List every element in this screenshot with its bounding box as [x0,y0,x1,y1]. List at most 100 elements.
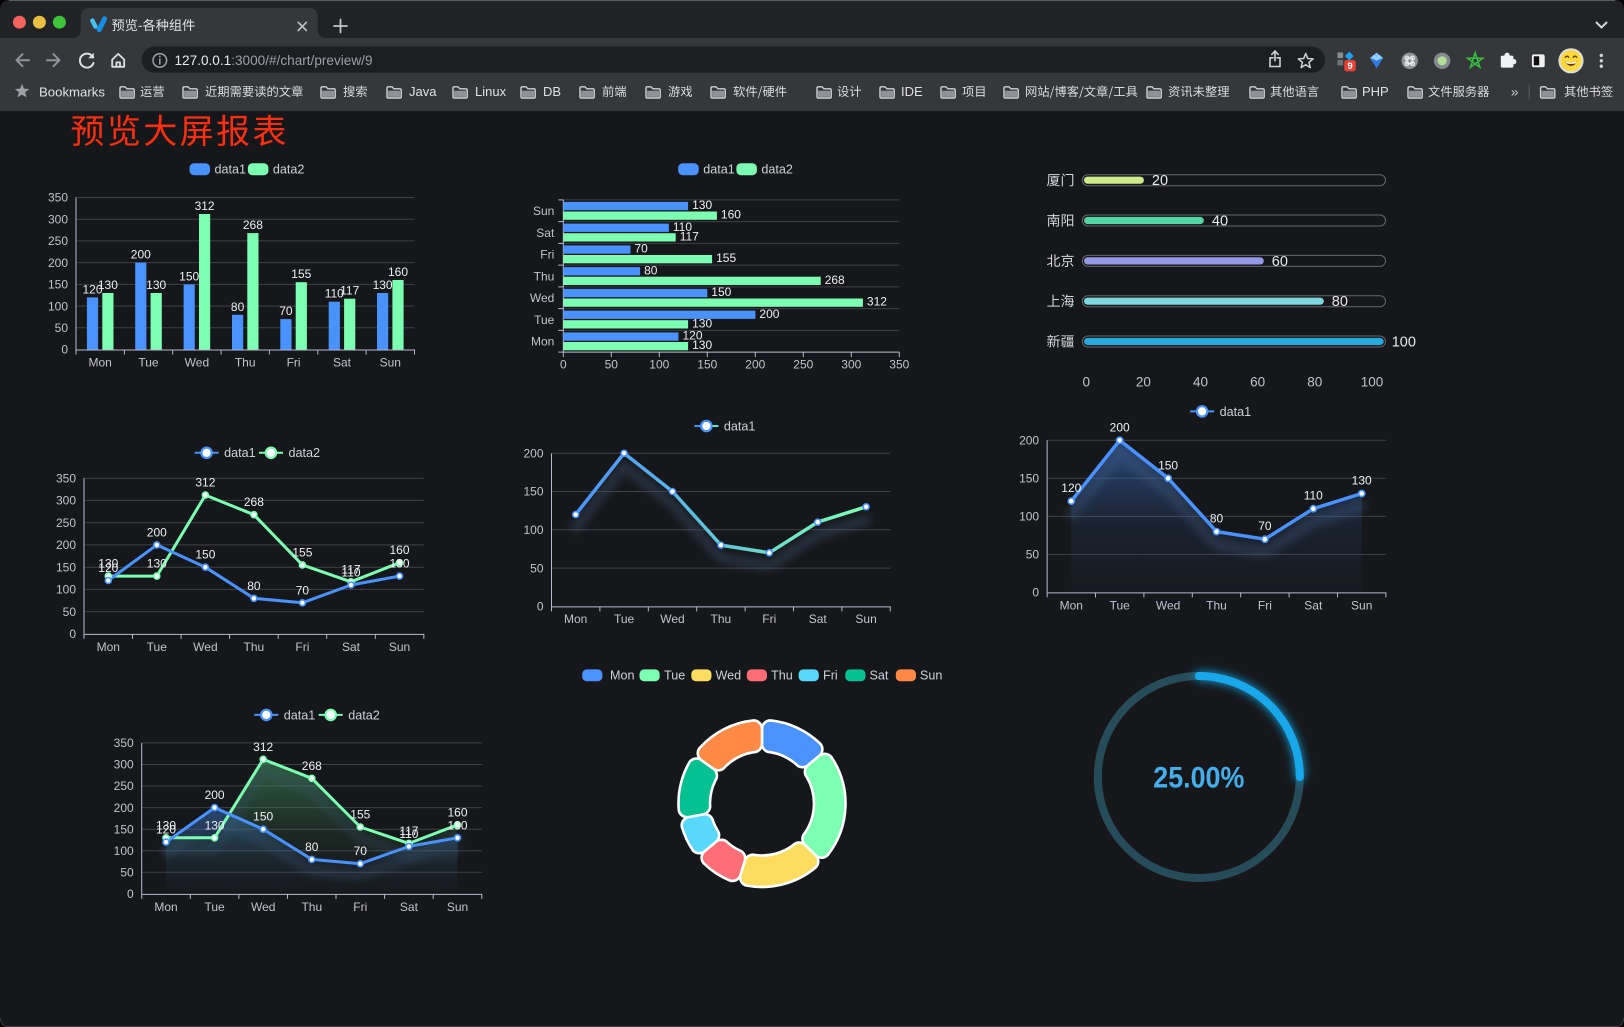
svg-text:Thu: Thu [1206,598,1227,612]
svg-text:300: 300 [114,758,134,772]
svg-text:100: 100 [56,583,76,597]
svg-text:50: 50 [605,357,619,371]
svg-text:70: 70 [296,583,310,597]
svg-text:0: 0 [69,627,76,641]
svg-text:110: 110 [1304,489,1323,503]
svg-text:300: 300 [841,357,861,371]
svg-text:0: 0 [127,887,134,901]
svg-text:DB: DB [543,84,561,99]
svg-text:data2: data2 [761,163,793,177]
svg-text:Sun: Sun [389,640,410,654]
svg-text:100: 100 [1361,375,1384,390]
svg-text:20: 20 [1152,173,1168,189]
svg-text:80: 80 [1210,512,1224,526]
svg-text:130: 130 [98,557,118,571]
svg-text:Tue: Tue [147,640,168,654]
svg-text:110: 110 [399,827,418,841]
svg-text:IDE: IDE [901,84,923,99]
svg-text:200: 200 [1019,434,1039,448]
svg-text:Sun: Sun [1351,598,1372,612]
svg-text:350: 350 [114,736,134,750]
svg-text:80: 80 [644,263,658,277]
svg-text:100: 100 [48,299,68,313]
svg-text:155: 155 [350,808,370,822]
svg-text:Thu: Thu [301,900,322,914]
svg-text:100: 100 [1392,335,1416,351]
svg-text:Mon: Mon [154,900,177,914]
svg-text:120: 120 [82,282,102,296]
svg-text:350: 350 [56,471,76,485]
svg-text:200: 200 [131,248,151,262]
svg-text:data2: data2 [348,708,380,722]
svg-text:200: 200 [1110,420,1130,434]
svg-text:155: 155 [292,545,312,559]
svg-text:Thu: Thu [534,269,555,283]
svg-text:130: 130 [389,557,409,571]
svg-text:data1: data1 [224,446,256,460]
svg-text:data2: data2 [289,446,321,460]
svg-text:312: 312 [195,476,215,490]
svg-text:70: 70 [1258,519,1272,533]
svg-text:»: » [1511,84,1519,100]
svg-text:0: 0 [560,357,567,371]
svg-text:110: 110 [673,220,692,234]
svg-text:100: 100 [1019,510,1039,524]
svg-text:268: 268 [825,273,845,287]
svg-text:Sat: Sat [809,612,828,626]
svg-text:Thu: Thu [235,356,256,370]
svg-text:Fri: Fri [295,640,309,654]
svg-text:150: 150 [253,810,273,824]
svg-text:200: 200 [205,788,225,802]
svg-text:155: 155 [291,267,311,281]
svg-text:Mon: Mon [89,356,112,370]
svg-text:117: 117 [341,562,360,576]
svg-text:Sat: Sat [1304,598,1323,612]
svg-text:Mon: Mon [97,640,120,654]
svg-text:50: 50 [55,321,69,335]
svg-text:250: 250 [793,357,813,371]
svg-text:130: 130 [205,818,225,832]
svg-text:80: 80 [247,579,261,593]
svg-text:Thu: Thu [771,669,793,683]
svg-text:50: 50 [63,605,77,619]
svg-text:120: 120 [683,329,703,343]
svg-text:Tue: Tue [664,669,685,683]
svg-text:40: 40 [1212,214,1228,230]
svg-text:268: 268 [302,759,322,773]
svg-text:200: 200 [114,801,134,815]
svg-text:155: 155 [716,251,736,265]
svg-text:Tue: Tue [534,313,555,327]
svg-text:130: 130 [447,818,467,832]
svg-text:200: 200 [48,256,68,270]
svg-text:Tue: Tue [614,612,635,626]
svg-text:150: 150 [697,357,717,371]
svg-text:120: 120 [156,823,176,837]
svg-text:150: 150 [48,278,68,292]
svg-text:130: 130 [146,278,166,292]
svg-text:150: 150 [1158,458,1178,472]
svg-text:150: 150 [523,485,543,499]
svg-text:110: 110 [325,287,344,301]
svg-text:350: 350 [889,357,909,371]
svg-text:300: 300 [48,212,68,226]
svg-text:80: 80 [1307,375,1322,390]
svg-text:Sun: Sun [855,612,876,626]
svg-text:200: 200 [745,357,765,371]
svg-text:130: 130 [98,278,118,292]
svg-text:data2: data2 [273,163,305,177]
svg-text:160: 160 [389,543,409,557]
svg-text:Wed: Wed [660,612,684,626]
svg-text:70: 70 [635,242,649,256]
svg-text:130: 130 [692,338,712,352]
svg-text:0: 0 [537,600,544,614]
svg-text:130: 130 [156,818,176,832]
svg-text:Wed: Wed [1156,598,1180,612]
svg-text:80: 80 [1332,294,1348,310]
svg-text:120: 120 [98,561,118,575]
svg-text:data1: data1 [215,163,247,177]
svg-text:data1: data1 [1220,405,1252,419]
svg-text:Mon: Mon [610,669,635,683]
svg-text:130: 130 [373,278,393,292]
svg-text:200: 200 [759,307,779,321]
svg-text:40: 40 [1193,375,1208,390]
